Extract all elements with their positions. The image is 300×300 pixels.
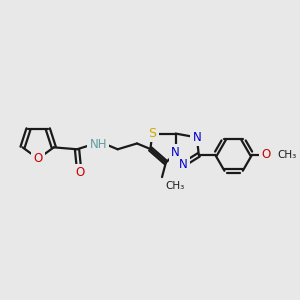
Text: O: O <box>261 148 270 161</box>
Text: N: N <box>179 158 188 171</box>
Text: N: N <box>171 146 180 159</box>
Text: O: O <box>34 152 43 165</box>
Text: NH: NH <box>90 138 107 151</box>
Text: N: N <box>193 131 201 144</box>
Text: CH₃: CH₃ <box>277 150 296 160</box>
Text: O: O <box>75 166 85 179</box>
Text: CH₃: CH₃ <box>165 181 184 191</box>
Text: S: S <box>148 127 156 140</box>
